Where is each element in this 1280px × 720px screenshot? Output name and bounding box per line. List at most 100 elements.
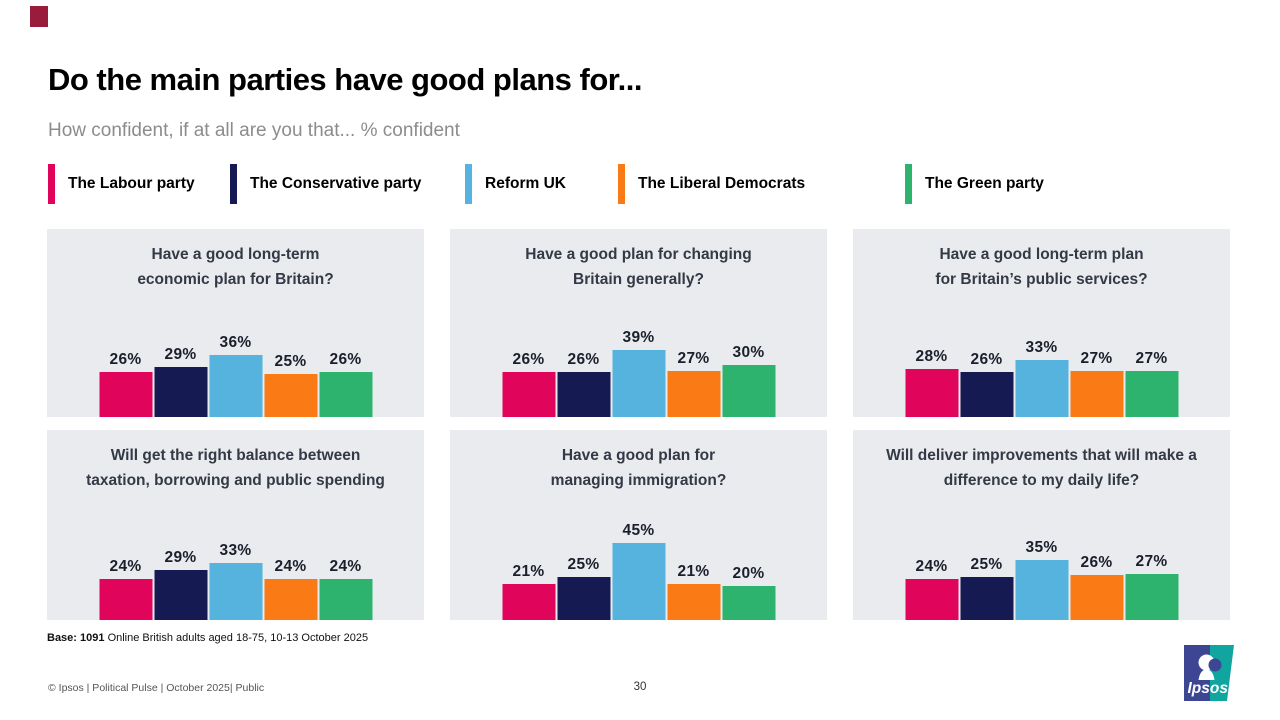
bar-green-party	[319, 372, 372, 417]
bar-cell-reform-uk: 45%	[612, 522, 665, 620]
bar-value-label: 26%	[970, 351, 1003, 368]
bar-cell-labour-party: 24%	[905, 558, 958, 620]
chart-panel-3: Have a good long-term plan for Britain’s …	[853, 229, 1230, 417]
bar-cell-labour-party: 21%	[502, 563, 555, 620]
legend-item-green-party: The Green party	[905, 163, 1044, 205]
bar-value-label: 27%	[1135, 350, 1168, 367]
chart-panel-4: Will get the right balance between taxati…	[47, 430, 424, 620]
bar-value-label: 39%	[622, 329, 655, 346]
bar-labour-party	[99, 579, 152, 620]
base-note: Base: 1091 Online British adults aged 18…	[47, 632, 368, 644]
bar-value-label: 21%	[512, 563, 545, 580]
bar-labour-party	[905, 579, 958, 620]
legend-item-label: Reform UK	[485, 175, 566, 192]
bar-cell-reform-uk: 39%	[612, 329, 665, 417]
bar-cell-labour-party: 28%	[905, 348, 958, 417]
chart-panel-title: Will get the right balance between taxati…	[86, 447, 385, 489]
chart-panel-title: Have a good plan for managing immigration…	[550, 447, 727, 489]
bar-value-label: 20%	[732, 565, 765, 582]
legend-item-conservative-party: The Conservative party	[230, 163, 421, 205]
bar-value-label: 36%	[219, 334, 252, 351]
bar-value-label: 27%	[1080, 350, 1113, 367]
bar-liberal-democrats	[1070, 575, 1123, 620]
page-number: 30	[633, 681, 647, 693]
legend-swatch	[905, 164, 912, 204]
footer-copyright: © Ipsos | Political Pulse | October 2025…	[48, 682, 265, 694]
chart-panel-5: Have a good plan for managing immigration…	[450, 430, 827, 620]
bar-value-label: 24%	[109, 558, 142, 575]
bar-labour-party	[905, 369, 958, 417]
bar-conservative-party	[154, 570, 207, 620]
bar-value-label: 25%	[970, 556, 1003, 573]
bar-liberal-democrats	[1070, 371, 1123, 417]
legend-item-label: The Conservative party	[250, 175, 422, 192]
bar-cell-green-party: 24%	[319, 558, 372, 620]
legend-item-label: The Labour party	[68, 175, 195, 192]
chart-panel-6: Will deliver improvements that will make…	[853, 430, 1230, 620]
bar-cell-green-party: 27%	[1125, 350, 1178, 417]
bar-value-label: 33%	[1025, 339, 1058, 356]
brand-red-square	[30, 6, 48, 27]
ipsos-logo-bust-icon	[1198, 669, 1215, 680]
bar-conservative-party	[557, 372, 610, 417]
bar-cell-conservative-party: 29%	[154, 346, 207, 417]
bar-value-label: 26%	[567, 351, 600, 368]
bar-value-label: 27%	[677, 350, 710, 367]
legend-swatch	[618, 164, 625, 204]
bar-value-label: 21%	[677, 563, 710, 580]
bar-value-label: 26%	[109, 351, 142, 368]
legend: The Labour party The Conservative party …	[0, 163, 1280, 205]
bar-cell-labour-party: 24%	[99, 558, 152, 620]
page-title: Do the main parties have good plans for.…	[48, 62, 642, 97]
chart-panel-2: Have a good plan for changing Britain gen…	[450, 229, 827, 417]
bar-reform-uk	[1015, 560, 1068, 620]
legend-item-label: The Liberal Democrats	[638, 175, 806, 192]
bar-value-label: 33%	[219, 542, 252, 559]
bar-value-label: 35%	[1025, 539, 1058, 556]
legend-item-liberal-democrats: The Liberal Democrats	[618, 163, 805, 205]
bar-chart: 26% 26% 39% 27% 30%	[502, 329, 775, 417]
bar-cell-conservative-party: 25%	[557, 556, 610, 620]
bar-cell-green-party: 26%	[319, 351, 372, 417]
bar-liberal-democrats	[667, 584, 720, 620]
bar-cell-liberal-democrats: 27%	[1070, 350, 1123, 417]
bar-cell-conservative-party: 26%	[557, 351, 610, 417]
ipsos-logo-face-dark-icon	[1208, 658, 1222, 672]
base-text: Online British adults aged 18-75, 10-13 …	[107, 632, 369, 644]
bar-value-label: 26%	[1080, 554, 1113, 571]
bar-cell-liberal-democrats: 25%	[264, 353, 317, 417]
bar-labour-party	[99, 372, 152, 417]
bar-chart: 26% 29% 36% 25% 26%	[99, 334, 372, 417]
bar-reform-uk	[209, 563, 262, 620]
bar-value-label: 24%	[274, 558, 307, 575]
bar-cell-labour-party: 26%	[99, 351, 152, 417]
bar-value-label: 28%	[915, 348, 948, 365]
bar-value-label: 45%	[622, 522, 655, 539]
bar-cell-reform-uk: 33%	[1015, 339, 1068, 417]
chart-panel-title: Have a good plan for changing Britain gen…	[525, 246, 752, 288]
bar-chart: 28% 26% 33% 27% 27%	[905, 339, 1178, 417]
bar-cell-liberal-democrats: 24%	[264, 558, 317, 620]
bar-conservative-party	[557, 577, 610, 620]
bar-value-label: 27%	[1135, 553, 1168, 570]
bar-reform-uk	[612, 543, 665, 620]
chart-panel-title: Will deliver improvements that will make…	[886, 447, 1197, 489]
bar-value-label: 26%	[329, 351, 362, 368]
legend-item-labour-party: The Labour party	[48, 163, 195, 205]
bar-cell-reform-uk: 36%	[209, 334, 262, 417]
bar-cell-reform-uk: 35%	[1015, 539, 1068, 620]
charts-grid: Have a good long-term economic plan for B…	[47, 229, 1230, 620]
bar-green-party	[1125, 371, 1178, 417]
bar-value-label: 24%	[329, 558, 362, 575]
bar-chart: 24% 25% 35% 26% 27%	[905, 539, 1178, 620]
bar-reform-uk	[612, 350, 665, 417]
bar-cell-conservative-party: 25%	[960, 556, 1013, 620]
bar-cell-green-party: 27%	[1125, 553, 1178, 620]
bar-green-party	[1125, 574, 1178, 620]
bar-cell-conservative-party: 26%	[960, 351, 1013, 417]
base-label: Base: 1091	[47, 632, 105, 644]
bar-cell-liberal-democrats: 26%	[1070, 554, 1123, 620]
ipsos-logo-text: Ipsos	[1188, 680, 1229, 697]
legend-item-label: The Green party	[925, 175, 1044, 192]
